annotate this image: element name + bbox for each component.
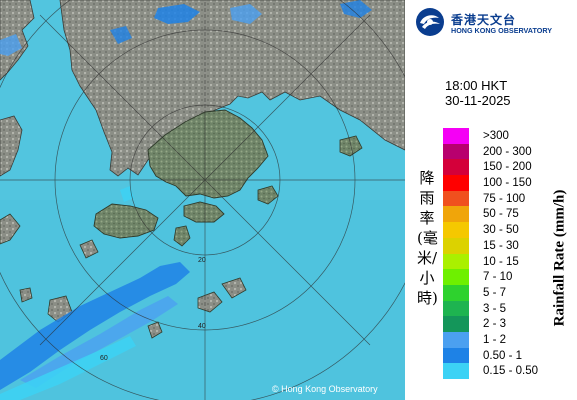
radar-map: 20 40 60 © Hong Kong Observatory [0, 0, 405, 400]
legend-swatch [443, 206, 469, 223]
time-label: 18:00 HKT [445, 78, 508, 93]
legend-swatch [443, 143, 469, 160]
legend-swatch [443, 300, 469, 317]
lantau-island [93, 203, 159, 239]
legend-label: 2 - 3 [483, 318, 507, 331]
legend-label: 3 - 5 [483, 302, 507, 315]
range-label-20: 20 [198, 257, 206, 264]
date-label: 30-11-2025 [445, 93, 511, 108]
legend-label: 15 - 30 [483, 239, 519, 252]
logo-chinese-text: 香港天文台 [451, 13, 517, 27]
legend-label: 0.15 - 0.50 [483, 365, 538, 378]
range-rings [0, 0, 405, 400]
legend-swatch [443, 159, 469, 176]
legend-label: 75 - 100 [483, 192, 526, 205]
range-label-60: 60 [100, 355, 108, 362]
legend-swatch [443, 363, 469, 379]
legend-label: 10 - 15 [483, 255, 519, 268]
legend-swatch [443, 269, 469, 285]
hk-island [183, 201, 225, 223]
legend-label: 200 - 300 [483, 145, 532, 158]
legend-label: 0.50 - 1 [483, 349, 522, 362]
radar-echoes [0, 0, 372, 400]
legend-label: 7 - 10 [483, 271, 513, 284]
legend-swatch [443, 237, 469, 254]
legend-swatch [443, 175, 469, 191]
info-panel: 香港天文台 HONG KONG OBSERVATORY 18:00 HKT 30… [405, 0, 577, 400]
logo-english-text: HONG KONG OBSERVATORY [451, 26, 553, 35]
legend-swatch [443, 316, 469, 332]
legend-swatch [443, 284, 469, 301]
hko-logo: 香港天文台 HONG KONG OBSERVATORY [415, 7, 577, 39]
legend-swatch [443, 347, 469, 364]
legend-label: 50 - 75 [483, 208, 519, 221]
legend-title-chinese: 降雨率(毫米/小時) [417, 169, 438, 307]
copyright-notice: © Hong Kong Observatory [272, 384, 378, 394]
legend-swatch [443, 253, 469, 270]
new-territories-land [147, 109, 269, 199]
legend-swatch [443, 331, 469, 348]
legend-label: >300 [483, 130, 509, 142]
legend-swatch [443, 190, 469, 207]
legend-label: 1 - 2 [483, 333, 507, 346]
radar-map-svg: 20 40 60 [0, 0, 405, 400]
legend-label: 5 - 7 [483, 286, 507, 299]
hko-logo-icon [416, 8, 444, 36]
legend-label: 100 - 150 [483, 177, 532, 190]
legend-title-english: Rainfall Rate (mm/h) [551, 189, 568, 327]
legend-label: 30 - 50 [483, 224, 519, 237]
range-ring-labels: 20 40 60 [100, 257, 206, 362]
range-label-40: 40 [198, 323, 206, 330]
legend-swatch [443, 128, 469, 144]
legend-label: 150 - 200 [483, 161, 532, 174]
legend-swatch [443, 222, 469, 238]
